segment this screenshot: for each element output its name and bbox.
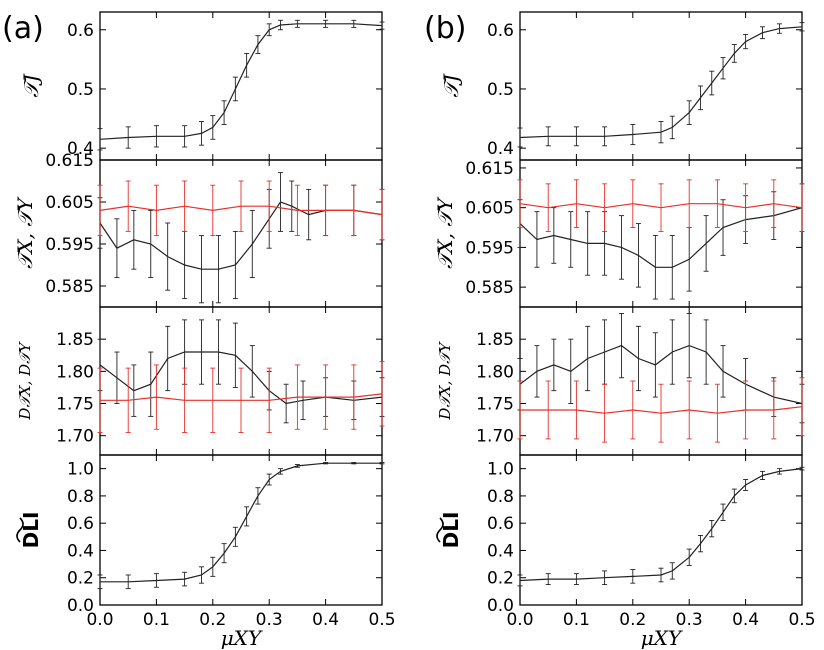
y-tick-label: 1.70 <box>56 427 94 447</box>
tilde-mark <box>16 517 24 543</box>
series-line <box>99 201 383 270</box>
series-line <box>519 344 803 405</box>
x-axis-label: μXY <box>641 626 683 650</box>
x-axis-label: μXY <box>221 626 263 650</box>
y-tick-label: 1.85 <box>476 330 514 350</box>
series-line <box>520 406 803 414</box>
y-axis-label: 𝒯J <box>19 73 43 97</box>
series-line <box>100 462 382 583</box>
y-axis-label: DLI <box>19 512 43 549</box>
y-tick-label: 0.8 <box>487 487 514 507</box>
y-tick-label: 0.4 <box>487 139 514 159</box>
y-tick-label: 0.6 <box>67 514 94 534</box>
y-axis-label: 𝒯X, 𝒯Y <box>433 196 457 269</box>
y-tick-label: 0.585 <box>45 277 94 297</box>
tilde-mark <box>436 517 444 543</box>
axes-frame <box>99 11 383 161</box>
y-tick-label: 1.0 <box>67 460 94 480</box>
y-tick-label: 0.605 <box>45 193 94 213</box>
y-tick-label: 0.8 <box>67 487 94 507</box>
x-tick-label: 0.0 <box>86 610 113 630</box>
y-tick-label: 0.595 <box>45 235 94 255</box>
y-tick-label: 0.0 <box>487 596 514 616</box>
y-tick-label: 0.615 <box>45 151 94 171</box>
y-tick-label: 0.2 <box>67 569 94 589</box>
x-tick-label: 0.4 <box>732 610 759 630</box>
y-tick-label: 0.4 <box>487 541 514 561</box>
y-tick-label: 0.595 <box>465 238 514 258</box>
panel-a-row-1: 0.4 0.5 0.6 𝒯J <box>19 11 385 161</box>
y-tick-label: 0.4 <box>67 139 94 159</box>
panel-b-row-4: 0.0 0.2 0.4 0.6 0.8 1.0 0.0 0.1 0.2 0.3 0.4 0.5 DLI μ… <box>436 454 816 650</box>
panel-a-label: (a) <box>2 11 44 46</box>
axes-frame <box>99 454 383 606</box>
y-tick-label: 0.4 <box>67 541 94 561</box>
y-tick-label: 1.80 <box>56 362 94 382</box>
series-black <box>517 22 805 148</box>
y-tick-label: 1.80 <box>476 362 514 382</box>
series-line <box>99 23 383 140</box>
y-tick-label: 0.6 <box>67 21 94 41</box>
panel-b-row-2: 0.585 0.595 0.605 0.615 𝒯X, 𝒯Y <box>433 159 805 308</box>
panel-b-row-3: 1.70 1.75 1.80 1.85 D𝒯X, D𝒯Y <box>436 306 805 456</box>
y-tick-label: 0.6 <box>487 514 514 534</box>
y-axis-label: D𝒯X, D𝒯Y <box>16 340 34 420</box>
y-tick-label: 1.70 <box>476 427 514 447</box>
panel-b-row-1: 0.4 0.5 0.6 𝒯J <box>439 11 805 161</box>
y-tick-label: 1.85 <box>56 330 94 350</box>
series-red <box>517 377 805 443</box>
y-axis-label: D𝒯X, D𝒯Y <box>436 340 454 420</box>
x-tick-label: 0.5 <box>788 610 815 630</box>
series-red <box>97 180 385 241</box>
panel-a-row-4: 0.0 0.2 0.4 0.6 0.8 1.0 0.0 0.1 0.2 0.3 0.4 0.5 DLI μ… <box>16 454 396 650</box>
series-black <box>517 466 805 587</box>
y-axis-label: 𝒯J <box>439 73 463 97</box>
y-axis-label: DLI <box>439 512 463 549</box>
y-axis-label: 𝒯X, 𝒯Y <box>13 196 37 269</box>
y-tick-label: 0.0 <box>67 596 94 616</box>
series-line <box>519 468 803 582</box>
x-tick-label: 0.3 <box>256 610 283 630</box>
series-line <box>99 351 383 405</box>
y-tick-label: 0.615 <box>465 159 514 179</box>
y-tick-label: 1.0 <box>487 460 514 480</box>
y-tick-label: 0.5 <box>67 80 94 100</box>
series-red <box>97 361 385 433</box>
y-tick-label: 0.6 <box>487 21 514 41</box>
x-tick-label: 0.5 <box>368 610 395 630</box>
y-tick-label: 1.75 <box>476 395 514 415</box>
plot-grid: 0.4 0.5 0.6 𝒯J 0.585 0.595 0.605 0.615 𝒯X, 𝒯Y 1.7… <box>13 11 816 650</box>
y-tick-label: 0.605 <box>465 199 514 219</box>
y-tick-label: 0.5 <box>487 80 514 100</box>
y-tick-label: 1.75 <box>56 395 94 415</box>
x-tick-label: 0.1 <box>143 610 170 630</box>
axes-frame <box>519 454 803 606</box>
axes-frame <box>519 159 803 308</box>
series-black <box>97 19 385 151</box>
x-tick-label: 0.1 <box>563 610 590 630</box>
series-line <box>519 26 803 139</box>
panel-a-row-3: 1.70 1.75 1.80 1.85 D𝒯X, D𝒯Y <box>16 306 385 456</box>
x-tick-label: 0.0 <box>506 610 533 630</box>
panel-b-label: (b) <box>424 11 466 46</box>
x-tick-label: 0.2 <box>619 610 646 630</box>
series-line <box>519 207 803 268</box>
series-red <box>517 179 805 232</box>
series-black <box>97 462 385 590</box>
series-line <box>100 393 383 401</box>
y-tick-label: 0.585 <box>465 278 514 298</box>
series-line <box>519 203 803 209</box>
panel-a-row-2: 0.585 0.595 0.605 0.615 𝒯X, 𝒯Y <box>13 151 385 308</box>
x-tick-label: 0.4 <box>312 610 339 630</box>
x-tick-label: 0.2 <box>199 610 226 630</box>
x-tick-label: 0.3 <box>676 610 703 630</box>
y-tick-label: 0.2 <box>487 569 514 589</box>
series-line <box>99 205 383 216</box>
